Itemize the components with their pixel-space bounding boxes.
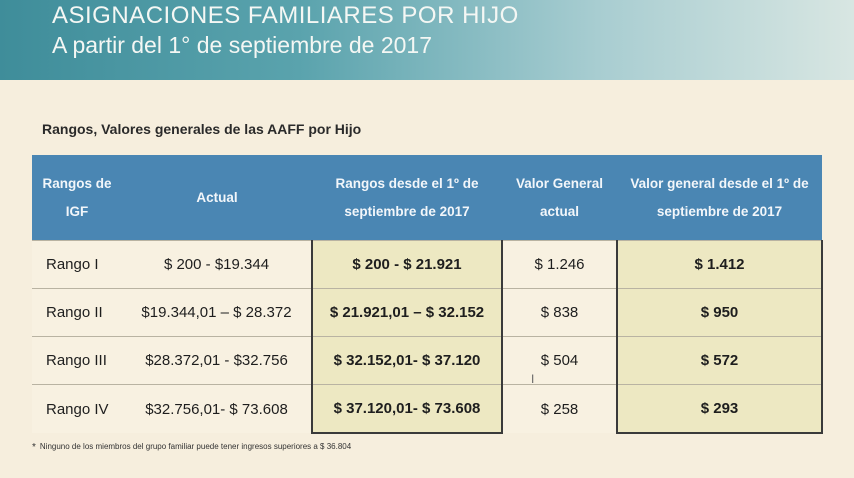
cell-valor-nuevo: $ 950 <box>616 288 823 337</box>
table-row: Rango III $28.372,01 - $32.756 $ 32.152,… <box>32 336 823 385</box>
cell-valor-actual: $ 1.246 <box>502 240 617 289</box>
column-header-rangos-nuevos: Rangos desde el 1º de septiembre de 2017 <box>312 155 502 241</box>
cell-rango-nuevo: $ 21.921,01 – $ 32.152 <box>311 288 503 337</box>
cell-rango-nuevo: $ 200 - $ 21.921 <box>311 240 503 289</box>
page-title: ASIGNACIONES FAMILIARES POR HIJO <box>52 2 519 29</box>
cell-actual: $ 200 - $19.344 <box>122 240 312 289</box>
cell-valor-actual: $ 258 <box>502 384 617 433</box>
cell-rango-nuevo: $ 32.152,01- $ 37.120 <box>311 336 503 385</box>
cell-valor-nuevo: $ 572 <box>616 336 823 385</box>
footnote-text: Ninguno de los miembros del grupo famili… <box>39 442 352 451</box>
table-row: Rango I $ 200 - $19.344 $ 200 - $ 21.921… <box>32 240 823 289</box>
footnote: * Ninguno de los miembros del grupo famil… <box>32 442 351 453</box>
cell-actual: $28.372,01 - $32.756 <box>122 336 312 385</box>
page-subtitle: A partir del 1° de septiembre de 2017 <box>52 32 432 58</box>
cell-actual: $32.756,01- $ 73.608 <box>122 384 312 433</box>
cell-rango: Rango IV <box>32 384 122 433</box>
cell-valor-actual: $ 838 <box>502 288 617 337</box>
table-header-row: Rangos de IGF Actual Rangos desde el 1º … <box>32 155 822 241</box>
text-cursor-icon: I <box>531 372 535 386</box>
column-header-valor-nuevo: Valor general desde el 1º de septiembre … <box>617 155 822 241</box>
column-header-valor-actual: Valor General actual <box>502 155 617 241</box>
table-row: Rango IV $32.756,01- $ 73.608 $ 37.120,0… <box>32 384 823 434</box>
cell-valor-nuevo: $ 293 <box>616 384 823 434</box>
aaff-table: Rangos de IGF Actual Rangos desde el 1º … <box>32 155 823 434</box>
footnote-marker: * <box>32 442 36 453</box>
cell-rango: Rango II <box>32 288 122 337</box>
table-row: Rango II $19.344,01 – $ 28.372 $ 21.921,… <box>32 288 823 337</box>
cell-actual: $19.344,01 – $ 28.372 <box>122 288 312 337</box>
section-title: Rangos, Valores generales de las AAFF po… <box>42 121 362 137</box>
column-header-rangos: Rangos de IGF <box>32 155 122 241</box>
cell-rango: Rango III <box>32 336 122 385</box>
header-banner: ASIGNACIONES FAMILIARES POR HIJO A parti… <box>0 0 854 80</box>
cell-rango-nuevo: $ 37.120,01- $ 73.608 <box>311 384 503 434</box>
cell-valor-nuevo: $ 1.412 <box>616 240 823 289</box>
column-header-actual: Actual <box>122 155 312 241</box>
cell-rango: Rango I <box>32 240 122 289</box>
cell-valor-actual: $ 504 <box>502 336 617 385</box>
